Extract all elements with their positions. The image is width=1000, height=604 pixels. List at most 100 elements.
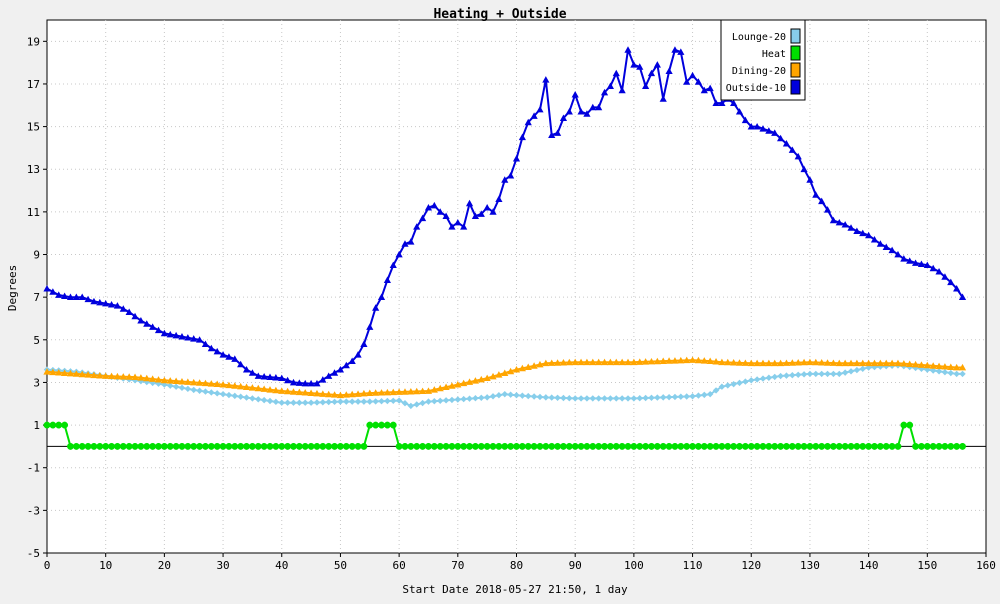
data-point	[119, 442, 127, 450]
data-point	[419, 399, 426, 407]
data-point	[859, 365, 866, 372]
data-point	[260, 396, 268, 404]
data-point	[935, 267, 943, 275]
data-point	[325, 372, 333, 379]
data-point	[266, 386, 274, 393]
data-point	[407, 402, 415, 410]
data-point	[959, 442, 966, 450]
data-point	[325, 442, 333, 450]
data-point	[548, 131, 556, 139]
data-point	[149, 375, 157, 382]
data-point	[254, 442, 262, 450]
data-point	[248, 384, 257, 391]
data-point	[319, 399, 327, 406]
data-point	[483, 374, 491, 382]
data-point	[958, 363, 967, 371]
data-point	[753, 359, 761, 367]
data-point	[665, 393, 673, 401]
y-tick-label: 15	[27, 121, 40, 134]
data-point	[694, 78, 703, 85]
data-point	[841, 442, 849, 450]
data-point	[636, 358, 644, 365]
data-point	[795, 371, 802, 378]
data-point	[618, 358, 626, 366]
data-point	[829, 442, 837, 450]
data-point	[912, 442, 920, 450]
data-point	[783, 372, 790, 379]
data-point	[143, 320, 151, 327]
data-point	[665, 442, 673, 450]
data-point	[742, 378, 749, 385]
data-point	[894, 442, 902, 450]
data-point	[512, 154, 521, 162]
data-point	[900, 360, 908, 367]
data-point	[301, 442, 309, 450]
data-point	[853, 442, 861, 450]
data-point	[184, 334, 192, 341]
data-point	[812, 442, 820, 450]
data-point	[460, 395, 467, 403]
data-point	[284, 387, 292, 395]
data-point	[125, 442, 133, 450]
data-point	[648, 394, 655, 401]
data-point	[700, 357, 708, 364]
data-point	[237, 442, 245, 450]
data-point	[495, 392, 503, 399]
data-point	[800, 358, 808, 366]
data-point	[207, 442, 215, 450]
data-point	[266, 373, 274, 380]
data-point	[548, 442, 556, 450]
data-point	[354, 442, 362, 450]
data-point	[929, 442, 937, 450]
data-point	[419, 442, 427, 450]
data-point	[166, 330, 174, 338]
plot-area-background	[46, 19, 987, 554]
data-point	[472, 395, 479, 402]
data-point	[360, 389, 368, 397]
data-point	[765, 359, 773, 367]
data-point	[425, 442, 432, 450]
data-point	[835, 359, 843, 367]
data-point	[571, 91, 579, 98]
data-point	[219, 442, 227, 450]
data-point	[307, 379, 315, 387]
data-point	[601, 442, 608, 450]
data-point	[90, 442, 98, 450]
data-point	[301, 389, 309, 396]
data-point	[160, 329, 168, 337]
data-point	[377, 389, 386, 396]
data-point	[530, 112, 538, 119]
data-point	[284, 399, 291, 406]
data-point	[630, 442, 638, 450]
data-point	[430, 386, 438, 393]
data-point	[800, 371, 808, 378]
data-point	[841, 369, 849, 376]
data-point	[178, 384, 186, 391]
legend-label: Outside-10	[726, 83, 786, 94]
data-point	[953, 285, 961, 292]
data-point	[647, 69, 656, 77]
data-point	[507, 442, 515, 450]
data-point	[178, 333, 186, 340]
data-point	[272, 386, 280, 394]
data-point	[507, 367, 515, 375]
data-point	[929, 264, 937, 272]
data-point	[372, 421, 380, 429]
data-point	[348, 442, 356, 450]
data-point	[853, 227, 861, 234]
data-point	[55, 421, 63, 429]
data-point	[565, 358, 573, 366]
data-point	[524, 442, 532, 450]
data-point	[436, 442, 444, 450]
data-point	[266, 397, 274, 405]
x-axis-label: Start Date 2018-05-27 21:50, 1 day	[402, 583, 628, 596]
data-point	[119, 305, 127, 312]
data-point	[278, 374, 286, 382]
data-point	[694, 356, 703, 364]
x-tick-label: 80	[510, 559, 523, 572]
data-point	[542, 76, 550, 83]
data-point	[424, 387, 433, 394]
data-point	[671, 393, 679, 401]
data-point	[131, 442, 139, 450]
data-point	[290, 399, 297, 406]
